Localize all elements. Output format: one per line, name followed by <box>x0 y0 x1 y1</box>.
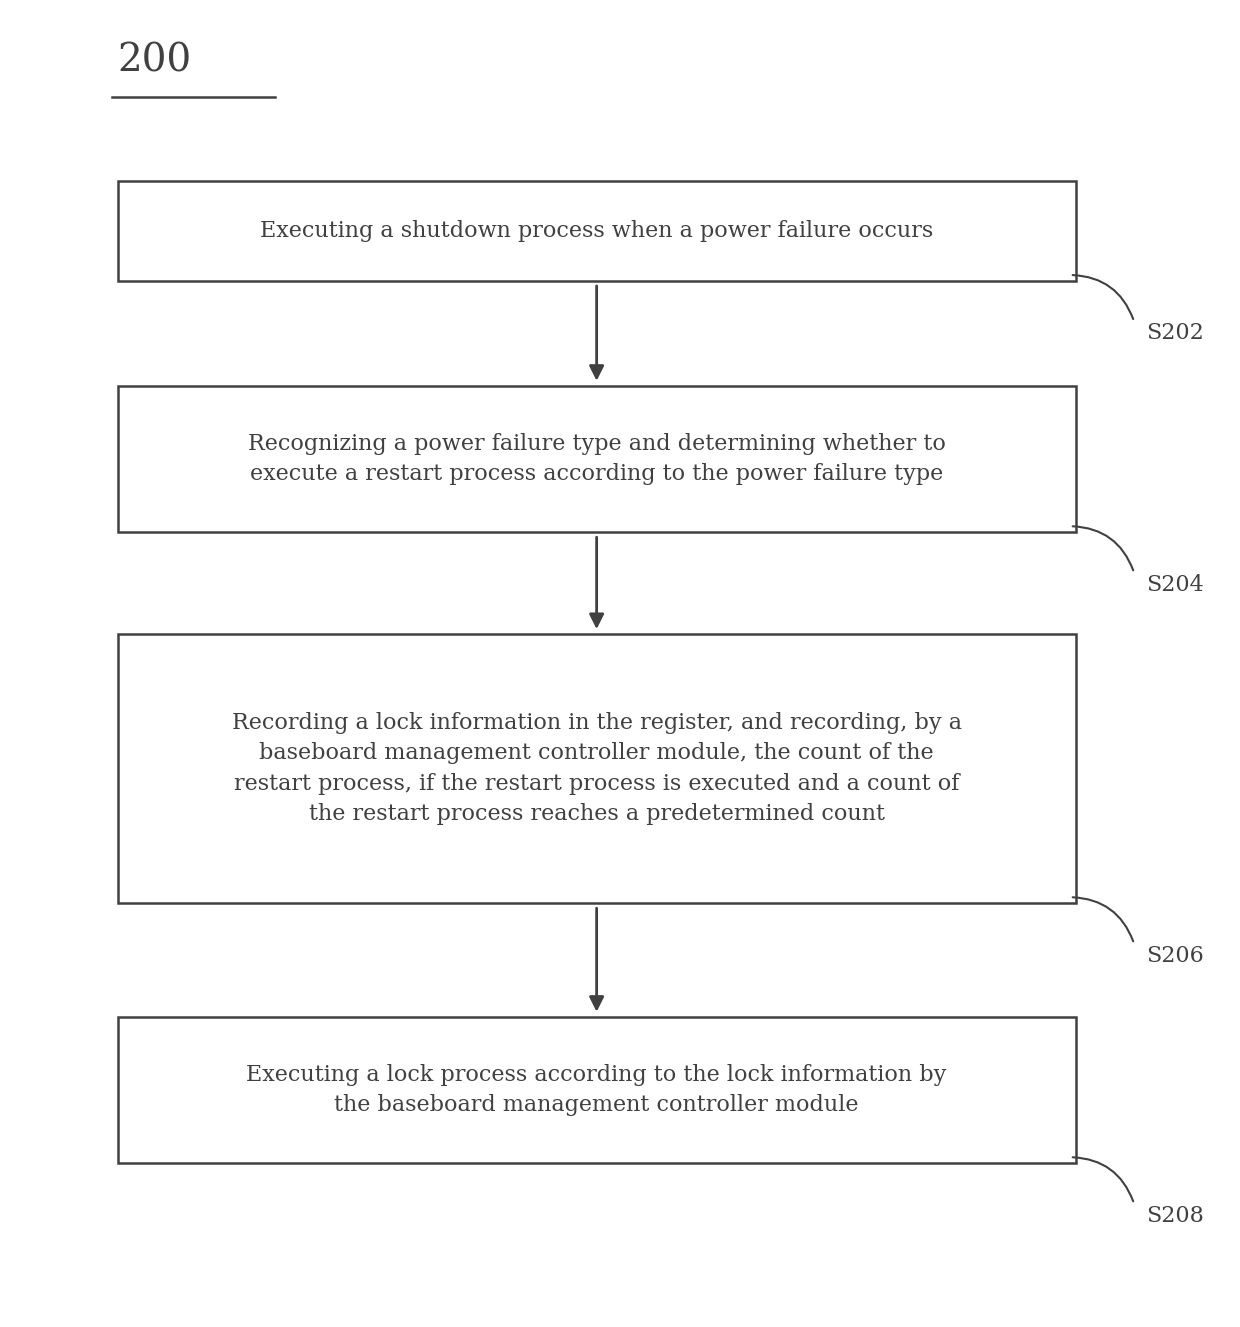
Text: S202: S202 <box>1146 322 1204 345</box>
Bar <box>118 386 1076 532</box>
Text: S206: S206 <box>1146 945 1204 966</box>
Bar <box>118 634 1076 904</box>
Text: S208: S208 <box>1146 1205 1204 1226</box>
Text: Recording a lock information in the register, and recording, by a
baseboard mana: Recording a lock information in the regi… <box>232 711 962 825</box>
Text: Executing a shutdown process when a power failure occurs: Executing a shutdown process when a powe… <box>260 220 934 242</box>
Text: 200: 200 <box>118 42 192 80</box>
Bar <box>118 1016 1076 1162</box>
Text: S204: S204 <box>1146 573 1204 596</box>
Text: Recognizing a power failure type and determining whether to
execute a restart pr: Recognizing a power failure type and det… <box>248 433 946 486</box>
Text: Executing a lock process according to the lock information by
the baseboard mana: Executing a lock process according to th… <box>247 1064 947 1116</box>
Bar <box>118 182 1076 281</box>
